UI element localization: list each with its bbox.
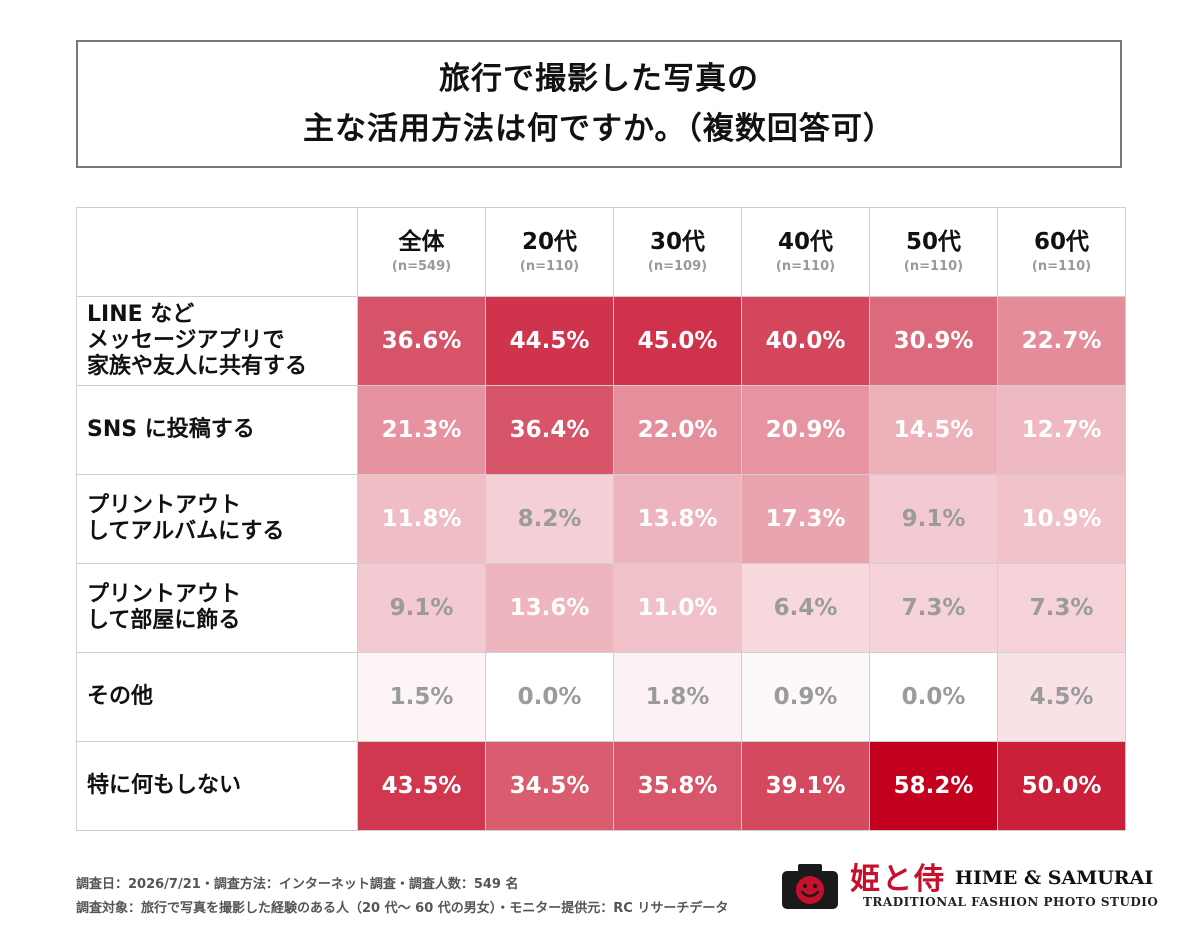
heatmap-row: 特に何もしない 43.5% 34.5% 35.8% 39.1% 58.2% 50.0%: [76, 741, 1126, 831]
row-label: SNS に投稿する: [76, 385, 358, 475]
heatmap-body: LINE など メッセージアプリで 家族や友人に共有する 36.6% 44.5% 45.0…: [76, 296, 1126, 831]
camera-icon: [782, 864, 838, 909]
heatmap-cell: 50.0%: [997, 741, 1126, 831]
chart-title-line-2: 主な活用方法は何ですか。（複数回答可）: [303, 111, 895, 147]
heatmap-cell: 8.2%: [485, 474, 614, 564]
heatmap-table: 全体 (n=549) 20代 (n=110) 30代 (n=109) 40代 (n=110) 5…: [76, 207, 1126, 831]
row-label-line: LINE など: [87, 302, 195, 327]
column-label: 全体: [398, 229, 445, 255]
column-label: 40代: [777, 229, 833, 255]
heatmap-cell: 17.3%: [741, 474, 870, 564]
heatmap-row: LINE など メッセージアプリで 家族や友人に共有する 36.6% 44.5% 45.0…: [76, 296, 1126, 386]
column-label: 60代: [1033, 229, 1089, 255]
heatmap-cell: 45.0%: [613, 296, 742, 386]
column-header-0: 全体 (n=549): [357, 207, 486, 297]
column-header-5: 60代 (n=110): [997, 207, 1126, 297]
heatmap-cell: 22.0%: [613, 385, 742, 475]
heatmap-row: その他 1.5% 0.0% 1.8% 0.9% 0.0% 4.5%: [76, 652, 1126, 742]
title-box: 旅行で撮影した写真の 主な活用方法は何ですか。（複数回答可）: [76, 40, 1122, 168]
heatmap-cell: 36.4%: [485, 385, 614, 475]
heatmap-cell: 39.1%: [741, 741, 870, 831]
corner-cell: [76, 207, 358, 297]
heatmap-cell: 6.4%: [741, 563, 870, 653]
heatmap-cell: 9.1%: [357, 563, 486, 653]
logo-name: HIME & SAMURAI: [955, 867, 1154, 889]
column-header-2: 30代 (n=109): [613, 207, 742, 297]
row-label: 特に何もしない: [76, 741, 358, 831]
heatmap-cell: 1.8%: [613, 652, 742, 742]
row-label: その他: [76, 652, 358, 742]
row-label: プリントアウト してアルバムにする: [76, 474, 358, 564]
row-label-line: 家族や友人に共有する: [87, 354, 308, 379]
survey-note-2: 調査対象：旅行で写真を撮影した経験のある人（20 代〜 60 代の男女）・モニタ…: [76, 901, 729, 916]
heatmap-cell: 34.5%: [485, 741, 614, 831]
heatmap-cell: 13.6%: [485, 563, 614, 653]
column-sample-size: (n=109): [647, 259, 708, 274]
heatmap-cell: 35.8%: [613, 741, 742, 831]
survey-note-1: 調査日：2026/7/21・調査方法：インターネット調査・調査人数：549 名: [76, 877, 519, 892]
heatmap-cell: 10.9%: [997, 474, 1126, 564]
heatmap-cell: 11.8%: [357, 474, 486, 564]
row-label-line: してアルバムにする: [87, 519, 285, 544]
heatmap-cell: 21.3%: [357, 385, 486, 475]
heatmap-row: プリントアウト して部屋に飾る 9.1% 13.6% 11.0% 6.4% 7.3% 7.3%: [76, 563, 1126, 653]
column-label: 50代: [905, 229, 961, 255]
row-label-line: 特に何もしない: [87, 773, 242, 798]
column-label: 20代: [521, 229, 577, 255]
heatmap-cell: 7.3%: [869, 563, 998, 653]
row-label-line: プリントアウト: [87, 582, 242, 607]
heatmap-cell: 13.8%: [613, 474, 742, 564]
heatmap-cell: 12.7%: [997, 385, 1126, 475]
heatmap-cell: 9.1%: [869, 474, 998, 564]
column-header-row: 全体 (n=549) 20代 (n=110) 30代 (n=109) 40代 (n=110) 5…: [76, 207, 1126, 297]
heatmap-cell: 0.0%: [485, 652, 614, 742]
row-label-line: プリントアウト: [87, 493, 242, 518]
heatmap-cell: 22.7%: [997, 296, 1126, 386]
column-sample-size: (n=110): [903, 259, 964, 274]
row-label: LINE など メッセージアプリで 家族や友人に共有する: [76, 296, 358, 386]
logo-tagline: TRADITIONAL FASHION PHOTO STUDIO: [863, 895, 1159, 909]
heatmap-cell: 0.9%: [741, 652, 870, 742]
heatmap-cell: 7.3%: [997, 563, 1126, 653]
row-label: プリントアウト して部屋に飾る: [76, 563, 358, 653]
heatmap-cell: 44.5%: [485, 296, 614, 386]
row-label-line: SNS に投稿する: [87, 417, 255, 442]
column-sample-size: (n=110): [775, 259, 836, 274]
heatmap-cell: 0.0%: [869, 652, 998, 742]
heatmap-cell: 1.5%: [357, 652, 486, 742]
row-label-line: その他: [87, 684, 154, 709]
heatmap-cell: 20.9%: [741, 385, 870, 475]
heatmap-cell: 36.6%: [357, 296, 486, 386]
heatmap-cell: 11.0%: [613, 563, 742, 653]
heatmap-cell: 58.2%: [869, 741, 998, 831]
heatmap-row: プリントアウト してアルバムにする 11.8% 8.2% 13.8% 17.3% 9.1% 1…: [76, 474, 1126, 564]
column-header-4: 50代 (n=110): [869, 207, 998, 297]
heatmap-cell: 30.9%: [869, 296, 998, 386]
row-label-line: して部屋に飾る: [87, 608, 241, 633]
logo-kanji: 姫と侍: [850, 862, 946, 897]
column-header-3: 40代 (n=110): [741, 207, 870, 297]
heatmap-cell: 4.5%: [997, 652, 1126, 742]
heatmap-cell: 40.0%: [741, 296, 870, 386]
column-header-1: 20代 (n=110): [485, 207, 614, 297]
heatmap-cell: 14.5%: [869, 385, 998, 475]
column-label: 30代: [649, 229, 705, 255]
brand-logo: 姫と侍 HIME & SAMURAI TRADITIONAL FASHION P…: [780, 855, 1158, 915]
column-sample-size: (n=549): [391, 259, 452, 274]
heatmap-row: SNS に投稿する 21.3% 36.4% 22.0% 20.9% 14.5% 12.7%: [76, 385, 1126, 475]
column-sample-size: (n=110): [519, 259, 580, 274]
heatmap-cell: 43.5%: [357, 741, 486, 831]
row-label-line: メッセージアプリで: [87, 328, 285, 353]
column-sample-size: (n=110): [1031, 259, 1092, 274]
chart-title-line-1: 旅行で撮影した写真の: [439, 61, 759, 97]
